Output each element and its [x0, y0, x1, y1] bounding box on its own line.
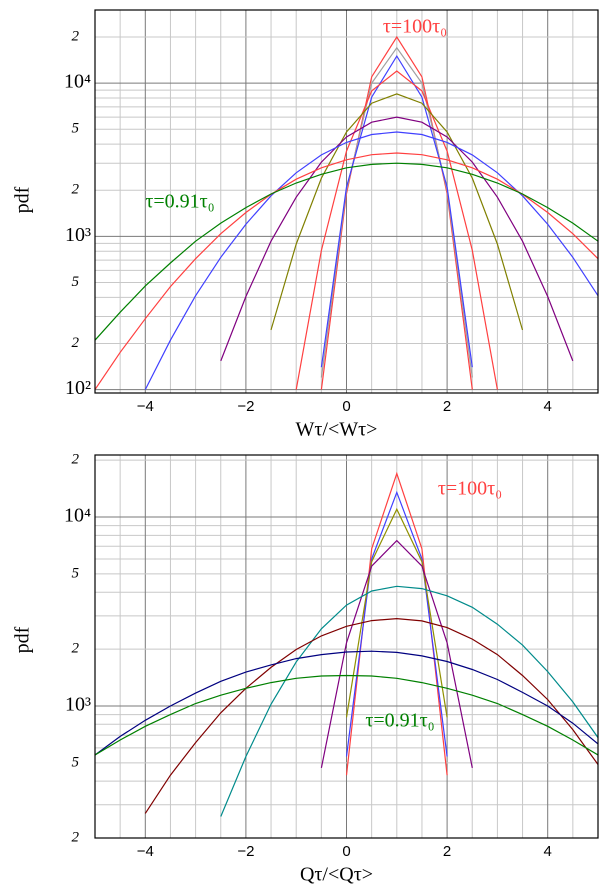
x-tick-label: −2 [237, 398, 254, 415]
annotation: τ=0.91τ₀ [145, 191, 214, 213]
y-tick-label: 2 [72, 641, 80, 657]
data-line [95, 152, 598, 390]
data-line [95, 674, 598, 756]
annotation: τ=100τ₀ [383, 16, 447, 38]
x-tick-label: 0 [342, 398, 350, 415]
annotation: τ=0.91τ₀ [365, 710, 434, 732]
y-tick-label: 5 [72, 565, 80, 581]
x-tick-label: 4 [544, 843, 552, 860]
y-tick-label: 2 [72, 182, 80, 198]
x-tick-label: 4 [544, 398, 552, 415]
x-tick-label: −2 [237, 843, 254, 860]
data-line [144, 617, 598, 814]
data-line [320, 539, 473, 769]
y-tick-label: 10³ [65, 694, 91, 716]
plot-frame [94, 454, 599, 839]
data-line [295, 70, 498, 390]
y-tick-label: 5 [72, 754, 80, 770]
y-tick-label: 10⁴ [64, 71, 91, 93]
x-tick-label: −4 [137, 843, 154, 860]
x-axis-label: Qτ/<Qτ> [300, 864, 373, 886]
data-line [345, 490, 448, 757]
data-line [144, 131, 598, 390]
x-tick-label: 0 [342, 843, 350, 860]
x-tick-label: 2 [443, 398, 451, 415]
y-tick-label: 2 [72, 829, 80, 845]
y-tick-label: 10² [65, 377, 91, 399]
plot-frame [94, 9, 599, 394]
y-tick-label: 5 [72, 121, 80, 137]
y-tick-label: 2 [72, 28, 80, 44]
data-line [345, 507, 448, 718]
y-tick-label: 10⁴ [64, 505, 91, 527]
data-line [220, 116, 574, 362]
y-axis-label: pdf [12, 626, 34, 653]
y-axis-label: pdf [12, 186, 34, 213]
plot-lines [95, 471, 598, 817]
x-tick-label: −4 [137, 398, 154, 415]
y-tick-label: 5 [72, 274, 80, 290]
data-line [320, 54, 473, 368]
annotation: τ=100τ₀ [438, 478, 502, 500]
y-tick-label: 10³ [65, 224, 91, 246]
data-line [270, 93, 524, 331]
x-axis-label: Wτ/<Wτ> [296, 419, 378, 441]
plot-lines [95, 35, 598, 390]
data-line [95, 650, 598, 756]
data-line [95, 162, 598, 341]
y-tick-label: 2 [72, 335, 80, 351]
data-line [220, 585, 598, 817]
x-tick-label: 2 [443, 843, 451, 860]
y-tick-label: 2 [72, 452, 80, 468]
